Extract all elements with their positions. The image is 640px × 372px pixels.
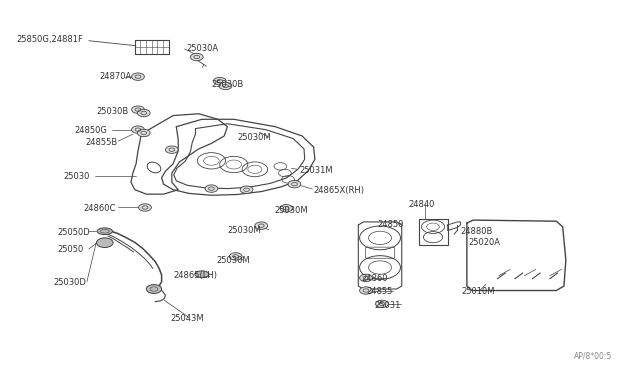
Text: 25030: 25030 <box>63 172 90 181</box>
Text: 25850G,24881F: 25850G,24881F <box>17 35 84 44</box>
Text: 25030M: 25030M <box>216 256 250 265</box>
Text: 24855: 24855 <box>366 287 392 296</box>
Text: 24850: 24850 <box>378 221 404 230</box>
Circle shape <box>138 109 150 117</box>
Text: 25030D: 25030D <box>54 278 86 287</box>
Circle shape <box>360 287 372 294</box>
Text: 25030A: 25030A <box>186 44 218 53</box>
Circle shape <box>138 129 150 137</box>
Text: 25010M: 25010M <box>462 287 495 296</box>
Circle shape <box>205 185 218 192</box>
Circle shape <box>139 204 152 211</box>
Text: 25030M: 25030M <box>227 226 261 235</box>
Circle shape <box>240 186 253 193</box>
Text: 25030B: 25030B <box>211 80 244 89</box>
Circle shape <box>97 238 113 247</box>
Text: 24860: 24860 <box>362 274 388 283</box>
Text: 24865(LH): 24865(LH) <box>173 271 217 280</box>
Text: 24860C: 24860C <box>84 204 116 213</box>
Text: 25031M: 25031M <box>300 166 333 174</box>
Circle shape <box>288 180 301 188</box>
Text: 25020A: 25020A <box>468 238 500 247</box>
Circle shape <box>255 222 268 230</box>
Circle shape <box>280 205 292 212</box>
Circle shape <box>229 253 242 260</box>
Circle shape <box>166 146 178 153</box>
Text: AP/8*00:5: AP/8*00:5 <box>574 352 612 361</box>
Circle shape <box>219 82 232 90</box>
Circle shape <box>132 106 145 113</box>
Circle shape <box>360 274 372 282</box>
Text: 24850G: 24850G <box>74 126 107 135</box>
Text: 24870A: 24870A <box>100 72 132 81</box>
Text: 24880B: 24880B <box>461 227 493 236</box>
Ellipse shape <box>195 271 209 278</box>
Text: 25043M: 25043M <box>170 314 204 323</box>
Circle shape <box>376 300 388 308</box>
Circle shape <box>132 73 145 80</box>
Text: 25030M: 25030M <box>237 133 271 142</box>
Text: 25050D: 25050D <box>57 228 90 237</box>
Circle shape <box>213 77 226 85</box>
Circle shape <box>132 126 145 134</box>
Text: 25050: 25050 <box>57 245 83 254</box>
Text: 24865X(RH): 24865X(RH) <box>314 186 365 195</box>
Text: 25030B: 25030B <box>97 108 129 116</box>
Text: 25030M: 25030M <box>274 206 308 215</box>
Circle shape <box>190 53 203 61</box>
Circle shape <box>147 285 162 294</box>
Text: 24840: 24840 <box>408 200 435 209</box>
Text: 25031: 25031 <box>374 301 401 310</box>
Text: 24855B: 24855B <box>86 138 118 147</box>
Ellipse shape <box>97 228 113 235</box>
